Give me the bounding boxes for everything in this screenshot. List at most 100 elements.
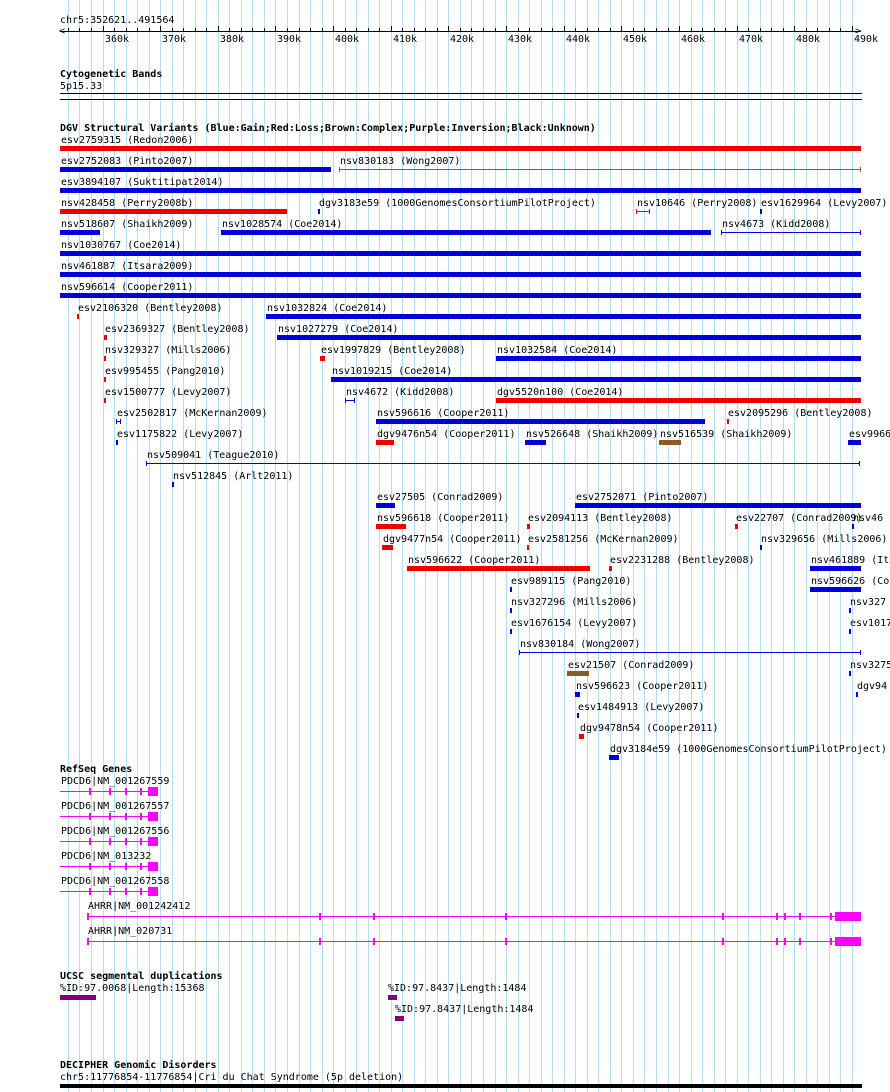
- dgv-feature-label[interactable]: esv2231288 (Bentley2008): [610, 555, 755, 566]
- dgv-feature-bar[interactable]: [376, 419, 705, 424]
- dgv-feature-label[interactable]: esv1484913 (Levy2007): [578, 702, 705, 713]
- gene-label[interactable]: PDCD6|NM_001267557: [61, 801, 170, 812]
- dgv-feature-label[interactable]: nsv1028574 (Coe2014): [222, 219, 343, 230]
- dgv-feature-bar[interactable]: [60, 293, 861, 298]
- dgv-feature-bar[interactable]: [376, 440, 394, 445]
- dgv-feature-bar[interactable]: [567, 671, 589, 676]
- dgv-feature-label[interactable]: esv1017: [850, 618, 890, 629]
- dgv-feature-bar[interactable]: [60, 272, 861, 277]
- dgv-feature-bar[interactable]: [60, 251, 861, 256]
- decipher-feature-bar[interactable]: [60, 1084, 862, 1088]
- dgv-feature-label[interactable]: esv2752083 (Pinto2007): [61, 156, 194, 167]
- dgv-feature-label[interactable]: nsv596614 (Cooper2011): [61, 282, 194, 293]
- segdup-bar[interactable]: [395, 1016, 404, 1021]
- dgv-feature-bar[interactable]: [510, 608, 512, 613]
- dgv-feature-label[interactable]: nsv1019215 (Coe2014): [332, 366, 453, 377]
- dgv-feature-bar[interactable]: [318, 209, 320, 214]
- dgv-feature-bar[interactable]: [636, 211, 650, 212]
- dgv-feature-label[interactable]: esv2581256 (McKernan2009): [528, 534, 679, 545]
- dgv-feature-label[interactable]: nsv4673 (Kidd2008): [722, 219, 831, 230]
- dgv-feature-label[interactable]: nsv596626 (Cooper2011): [811, 576, 890, 587]
- dgv-feature-label[interactable]: nsv10646 (Perry2008): [637, 198, 758, 209]
- dgv-feature-label[interactable]: nsv596623 (Cooper2011): [576, 681, 709, 692]
- dgv-feature-bar[interactable]: [376, 503, 395, 508]
- dgv-feature-bar[interactable]: [60, 167, 331, 172]
- dgv-feature-label[interactable]: nsv329327 (Mills2006): [105, 345, 232, 356]
- dgv-feature-label[interactable]: dgv9476n54 (Cooper2011): [377, 429, 516, 440]
- dgv-feature-label[interactable]: dgv94: [857, 681, 888, 692]
- dgv-feature-bar[interactable]: [116, 440, 118, 445]
- dgv-feature-bar[interactable]: [104, 335, 107, 340]
- dgv-feature-bar[interactable]: [116, 421, 121, 422]
- dgv-feature-label[interactable]: esv2502817 (McKernan2009): [117, 408, 268, 419]
- dgv-feature-label[interactable]: esv9966: [849, 429, 890, 440]
- dgv-feature-label[interactable]: nsv516539 (Shaikh2009): [660, 429, 793, 440]
- dgv-feature-label[interactable]: esv22707 (Conrad2009): [736, 513, 863, 524]
- dgv-feature-bar[interactable]: [60, 230, 100, 235]
- dgv-feature-bar[interactable]: [609, 566, 612, 571]
- dgv-feature-bar[interactable]: [735, 524, 738, 529]
- dgv-feature-bar[interactable]: [331, 377, 861, 382]
- dgv-feature-bar[interactable]: [577, 713, 579, 718]
- dgv-feature-label[interactable]: esv2095296 (Bentley2008): [728, 408, 873, 419]
- segdup-bar[interactable]: [60, 995, 96, 1000]
- dgv-feature-bar[interactable]: [848, 440, 861, 445]
- dgv-feature-bar[interactable]: [146, 463, 860, 464]
- dgv-feature-label[interactable]: esv2369327 (Bentley2008): [105, 324, 250, 335]
- dgv-feature-bar[interactable]: [339, 169, 861, 170]
- dgv-feature-bar[interactable]: [277, 335, 861, 340]
- dgv-feature-label[interactable]: esv2094113 (Bentley2008): [528, 513, 673, 524]
- dgv-feature-bar[interactable]: [221, 230, 711, 235]
- gene-label[interactable]: PDCD6|NM_001267558: [61, 876, 170, 887]
- dgv-feature-bar[interactable]: [510, 587, 512, 592]
- dgv-feature-label[interactable]: dgv9477n54 (Cooper2011): [383, 534, 522, 545]
- dgv-feature-label[interactable]: esv989115 (Pang2010): [511, 576, 632, 587]
- dgv-feature-label[interactable]: nsv596616 (Cooper2011): [377, 408, 510, 419]
- dgv-feature-label[interactable]: nsv526648 (Shaikh2009): [526, 429, 659, 440]
- dgv-feature-label[interactable]: esv2759315 (Redon2006): [61, 135, 194, 146]
- dgv-feature-bar[interactable]: [849, 629, 851, 634]
- dgv-feature-bar[interactable]: [527, 524, 530, 529]
- dgv-feature-bar[interactable]: [266, 314, 861, 319]
- dgv-feature-label[interactable]: nsv1032824 (Coe2014): [267, 303, 388, 314]
- dgv-feature-bar[interactable]: [849, 608, 851, 613]
- dgv-feature-label[interactable]: nsv1032584 (Coe2014): [497, 345, 618, 356]
- dgv-feature-label[interactable]: nsv509041 (Teague2010): [147, 450, 280, 461]
- dgv-feature-bar[interactable]: [525, 440, 546, 445]
- dgv-feature-bar[interactable]: [407, 566, 590, 571]
- dgv-feature-label[interactable]: nsv461887 (Itsara2009): [61, 261, 194, 272]
- dgv-feature-label[interactable]: esv21507 (Conrad2009): [568, 660, 695, 671]
- dgv-feature-bar[interactable]: [856, 692, 858, 697]
- decipher-feature-label[interactable]: chr5:11776854-11776854|Cri du Chat Syndr…: [60, 1072, 404, 1083]
- dgv-feature-label[interactable]: dgv3183e59 (1000GenomesConsortiumPilotPr…: [319, 198, 596, 209]
- dgv-feature-label[interactable]: dgv5520n100 (Coe2014): [497, 387, 624, 398]
- dgv-feature-bar[interactable]: [496, 356, 861, 361]
- dgv-feature-bar[interactable]: [104, 356, 106, 361]
- dgv-feature-bar[interactable]: [77, 314, 79, 319]
- dgv-feature-bar[interactable]: [721, 232, 861, 233]
- dgv-feature-bar[interactable]: [727, 419, 729, 424]
- dgv-feature-label[interactable]: esv2106320 (Bentley2008): [78, 303, 223, 314]
- dgv-feature-label[interactable]: nsv4672 (Kidd2008): [346, 387, 455, 398]
- dgv-feature-label[interactable]: esv1175822 (Levy2007): [117, 429, 244, 440]
- gene-label[interactable]: PDCD6|NM_001267556: [61, 826, 170, 837]
- dgv-feature-label[interactable]: esv27505 (Conrad2009): [377, 492, 504, 503]
- dgv-feature-bar[interactable]: [320, 356, 325, 361]
- dgv-feature-label[interactable]: nsv1030767 (Coe2014): [61, 240, 182, 251]
- dgv-feature-label[interactable]: nsv830183 (Wong2007): [340, 156, 461, 167]
- dgv-feature-bar[interactable]: [810, 566, 861, 571]
- dgv-feature-bar[interactable]: [575, 503, 861, 508]
- dgv-feature-label[interactable]: nsv46: [853, 513, 884, 524]
- dgv-feature-label[interactable]: esv1629964 (Levy2007): [761, 198, 888, 209]
- dgv-feature-bar[interactable]: [496, 398, 861, 403]
- dgv-feature-label[interactable]: nsv518607 (Shaikh2009): [61, 219, 194, 230]
- dgv-feature-bar[interactable]: [575, 692, 580, 697]
- dgv-feature-label[interactable]: esv995455 (Pang2010): [105, 366, 226, 377]
- dgv-feature-bar[interactable]: [60, 146, 861, 151]
- dgv-feature-label[interactable]: nsv830184 (Wong2007): [520, 639, 641, 650]
- dgv-feature-bar[interactable]: [60, 188, 861, 193]
- segdup-track-title[interactable]: UCSC segmental duplications: [60, 971, 223, 982]
- dgv-feature-bar[interactable]: [376, 524, 406, 529]
- dgv-feature-bar[interactable]: [760, 209, 762, 214]
- gene-label[interactable]: PDCD6|NM_001267559: [61, 776, 170, 787]
